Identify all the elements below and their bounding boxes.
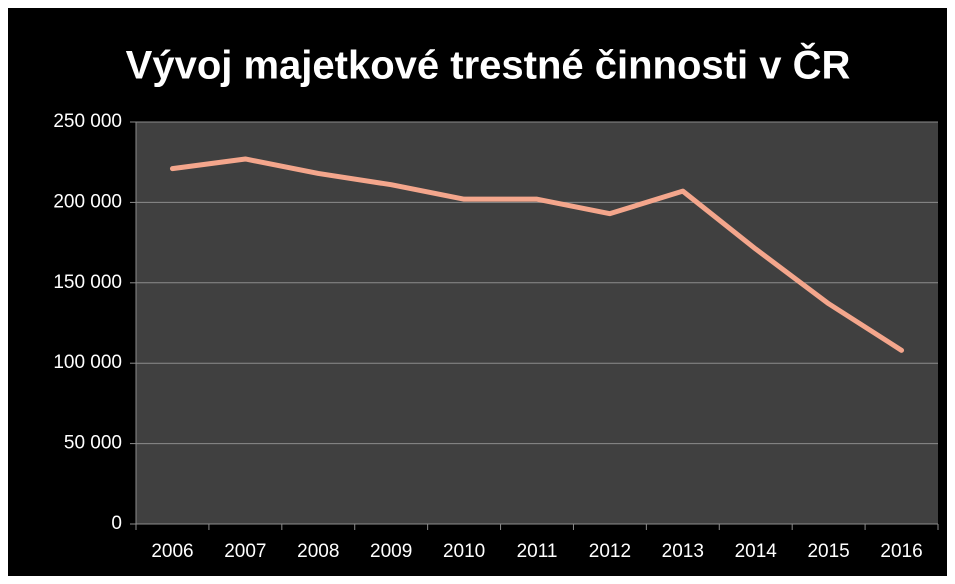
y-tick-label: 150 000 <box>53 272 122 293</box>
x-tick-label: 2015 <box>807 541 849 562</box>
plot-area <box>136 122 938 524</box>
x-tick-label: 2007 <box>224 541 266 562</box>
series-line <box>169 156 905 353</box>
y-tick-label: 100 000 <box>53 352 122 373</box>
x-tick-label: 2013 <box>662 541 704 562</box>
y-tick-label: 50 000 <box>64 433 122 454</box>
y-tick-label: 200 000 <box>53 191 122 212</box>
x-tick-label: 2009 <box>370 541 412 562</box>
x-tick-label: 2008 <box>297 541 339 562</box>
x-tick-label: 2016 <box>880 541 922 562</box>
y-tick-label: 250 000 <box>53 111 122 132</box>
x-tick-label: 2006 <box>151 541 193 562</box>
x-tick-label: 2014 <box>735 541 778 562</box>
chart-title: Vývoj majetkové trestné činnosti v ČR <box>126 42 851 88</box>
x-tick-label: 2011 <box>517 541 558 562</box>
x-tick-label: 2010 <box>443 541 485 562</box>
y-tick-label: 0 <box>111 513 122 534</box>
x-tick-label: 2012 <box>589 541 631 562</box>
